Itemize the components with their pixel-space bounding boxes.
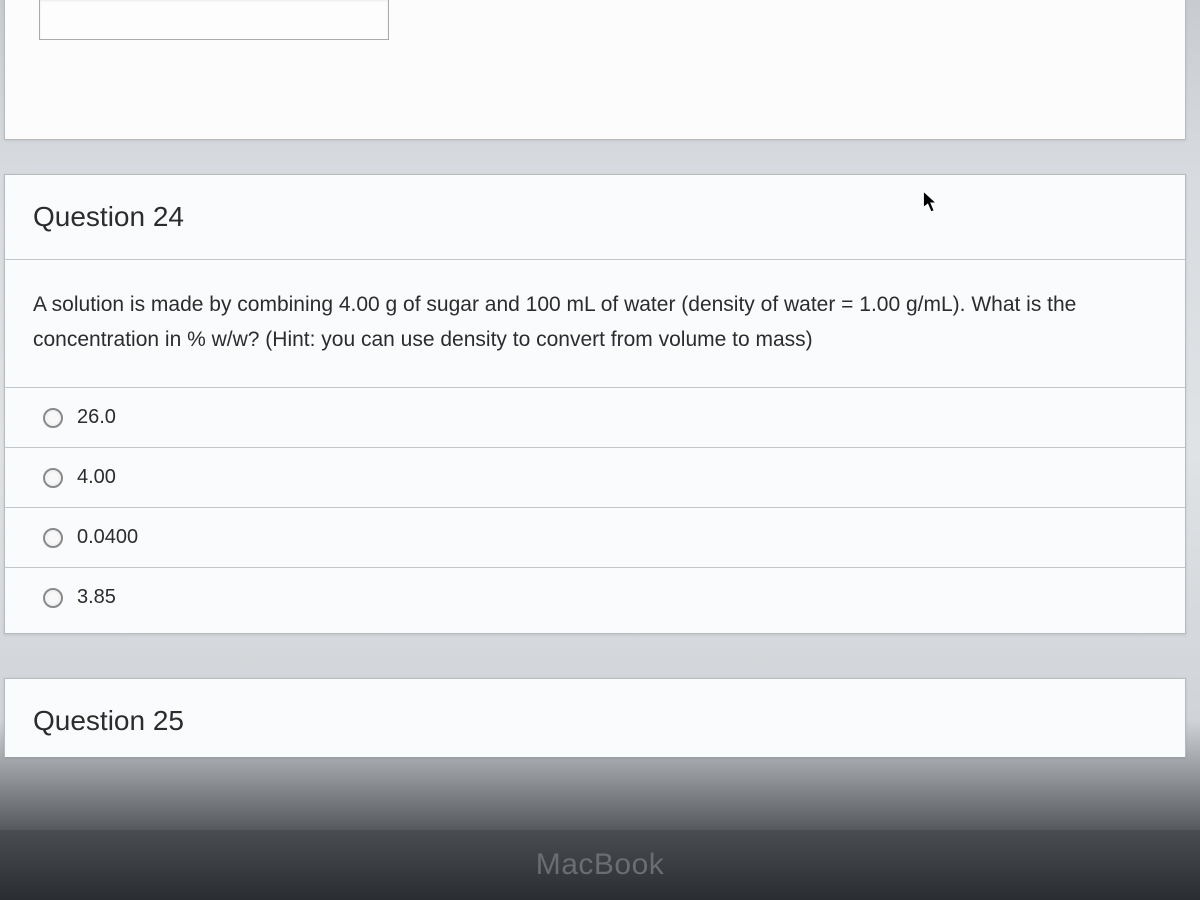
- option-label: 26.0: [77, 406, 116, 429]
- radio-button[interactable]: [43, 408, 63, 428]
- radio-button[interactable]: [43, 588, 63, 608]
- question-24-text: A solution is made by combining 4.00 g o…: [33, 288, 1157, 357]
- device-branding: MacBook: [536, 848, 665, 882]
- device-bezel: MacBook: [0, 830, 1200, 900]
- previous-question-card: [4, 0, 1186, 140]
- answer-text-input[interactable]: [39, 0, 389, 40]
- option-row[interactable]: 26.0: [5, 388, 1185, 448]
- question-25-card: Question 25: [4, 678, 1186, 757]
- question-24-title: Question 24: [33, 201, 1157, 233]
- question-24-header: Question 24: [5, 175, 1185, 260]
- option-row[interactable]: 0.0400: [5, 508, 1185, 568]
- option-row[interactable]: 3.85: [5, 568, 1185, 633]
- question-24-options: 26.0 4.00 0.0400 3.85: [5, 388, 1185, 633]
- option-label: 0.0400: [77, 526, 138, 549]
- option-row[interactable]: 4.00: [5, 448, 1185, 508]
- option-label: 3.85: [77, 586, 116, 609]
- question-25-title: Question 25: [33, 705, 1157, 737]
- question-24-body: A solution is made by combining 4.00 g o…: [5, 260, 1185, 388]
- question-25-header: Question 25: [5, 679, 1185, 757]
- page-container: Question 24 A solution is made by combin…: [0, 0, 1200, 900]
- radio-button[interactable]: [43, 468, 63, 488]
- option-label: 4.00: [77, 466, 116, 489]
- radio-button[interactable]: [43, 528, 63, 548]
- question-24-card: Question 24 A solution is made by combin…: [4, 174, 1186, 634]
